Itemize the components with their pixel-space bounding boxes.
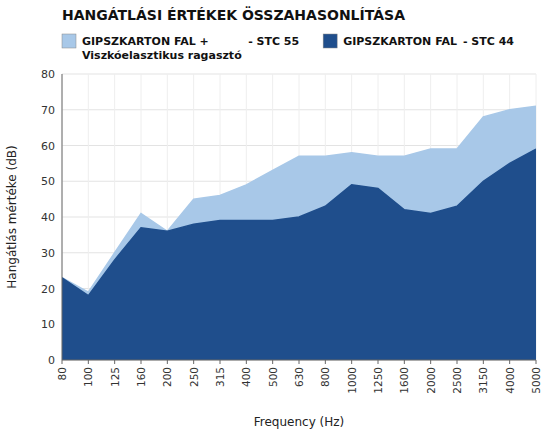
- x-tick: [536, 360, 537, 364]
- x-tick-label: 1250: [372, 367, 384, 394]
- x-tick: [483, 360, 484, 364]
- x-tick: [141, 360, 142, 364]
- x-tick-label: 200: [161, 367, 173, 387]
- x-tick: [378, 360, 379, 364]
- y-axis-label: Hangátlás mértéke (dB): [5, 145, 19, 288]
- x-tick-label: 2000: [425, 367, 437, 394]
- legend: GIPSZKARTON FAL +Viszkóelasztikus ragasz…: [62, 34, 514, 62]
- x-tick: [325, 360, 326, 364]
- x-tick: [246, 360, 247, 364]
- chart: 0 10 20 30 40 50 60 70 80 80 100 125 160 200 250 315 400…: [0, 0, 552, 436]
- x-tick-label: 80: [56, 367, 68, 380]
- x-tick-label: 125: [109, 367, 121, 387]
- x-tick: [114, 360, 115, 364]
- x-tick-label: 3150: [477, 367, 489, 394]
- x-tick: [430, 360, 431, 364]
- x-tick: [299, 360, 300, 364]
- x-tick-label: 1000: [346, 367, 358, 394]
- x-tick-label: 5000: [530, 367, 542, 394]
- x-tick: [193, 360, 194, 364]
- series-group: [62, 106, 536, 360]
- legend-label: GIPSZKARTON FAL +Viszkóelasztikus ragasz…: [82, 35, 242, 62]
- series-line: [62, 149, 536, 296]
- x-tick-label: 1600: [398, 367, 410, 394]
- x-tick-label: 800: [319, 367, 331, 387]
- title: HANGÁTLÁSI ÉRTÉKEK ÖSSZAHASONLÍTÁSA: [62, 6, 405, 23]
- x-tick: [220, 360, 221, 364]
- x-tick-label: 2500: [451, 367, 463, 394]
- x-tick-label: 250: [188, 367, 200, 387]
- legend-swatch: [62, 34, 76, 48]
- x-tick: [88, 360, 89, 364]
- x-grid-line: [62, 74, 63, 360]
- x-tick-label: 160: [135, 367, 147, 387]
- legend-swatch: [323, 34, 337, 48]
- annotation: - STC 44: [463, 35, 514, 48]
- legend-label: GIPSZKARTON FAL: [343, 35, 457, 48]
- legend-label-line: GIPSZKARTON FAL: [343, 35, 457, 48]
- x-tick: [509, 360, 510, 364]
- y-tick-label: 30: [41, 247, 55, 260]
- x-tick-label: 400: [240, 367, 252, 387]
- y-tick-label: 0: [48, 354, 55, 367]
- x-tick: [457, 360, 458, 364]
- x-tick-label: 630: [293, 367, 305, 387]
- x-tick-label: 500: [267, 367, 279, 387]
- x-axis-label: Frequency (Hz): [254, 415, 345, 429]
- y-tick-label: 60: [41, 140, 55, 153]
- x-tick: [272, 360, 273, 364]
- y-tick-label: 20: [41, 283, 55, 296]
- series-area: [62, 149, 536, 360]
- x-tick-label: 4000: [504, 367, 516, 394]
- legend-label-line: Viszkóelasztikus ragasztó: [82, 49, 242, 62]
- y-tick-label: 40: [41, 211, 55, 224]
- x-tick: [351, 360, 352, 364]
- plot-area: [62, 74, 536, 360]
- x-tick: [404, 360, 405, 364]
- legend-label-line: GIPSZKARTON FAL +: [82, 35, 209, 48]
- y-tick-label: 70: [41, 104, 55, 117]
- y-axis-line: [62, 74, 63, 360]
- y-tick-label: 50: [41, 175, 55, 188]
- grid: [62, 74, 536, 360]
- x-tick-label: 100: [82, 367, 94, 387]
- y-tick-label: 10: [41, 318, 55, 331]
- x-tick-label: 315: [214, 367, 226, 387]
- y-tick-label: 80: [41, 68, 55, 81]
- annotation: - STC 55: [248, 35, 299, 48]
- x-tick: [62, 360, 63, 364]
- series-area: [62, 106, 536, 360]
- x-tick: [167, 360, 168, 364]
